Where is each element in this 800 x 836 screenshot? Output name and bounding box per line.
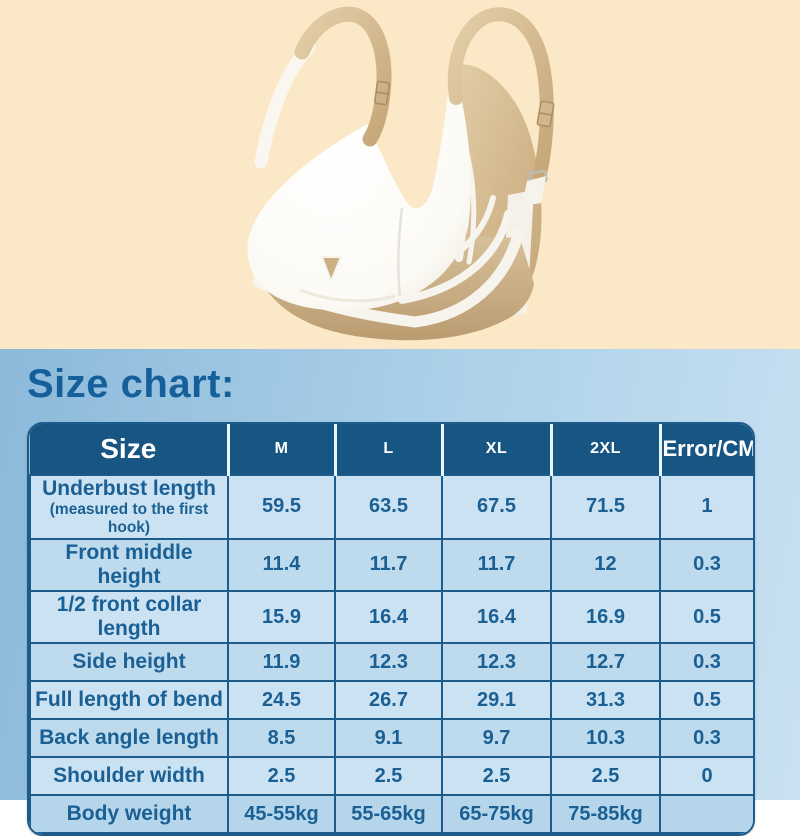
cell-value: 65-75kg — [441, 794, 552, 835]
row-label: Underbust length (measured to the first h… — [29, 474, 229, 540]
cell-value: 26.7 — [334, 680, 443, 721]
cell-value: 0.3 — [659, 642, 753, 683]
cell-value: 67.5 — [441, 474, 552, 540]
table-row-side-height: Side height 11.9 12.3 12.3 12.7 0.3 — [29, 642, 753, 683]
product-photo-section — [0, 0, 800, 349]
table-row-shoulder-width: Shoulder width 2.5 2.5 2.5 2.5 0 — [29, 756, 753, 797]
cell-value: 9.7 — [441, 718, 552, 759]
cell-value: 12.3 — [334, 642, 443, 683]
cell-value: 0.3 — [659, 537, 753, 593]
cell-value: 59.5 — [227, 474, 336, 540]
column-header-xl: XL — [440, 424, 551, 476]
column-header-l: L — [333, 424, 442, 476]
row-label: Shoulder width — [29, 756, 229, 797]
cell-value: 0.5 — [659, 590, 753, 645]
cell-value: 8.5 — [227, 718, 336, 759]
cell-value: 16.4 — [441, 590, 552, 645]
cell-value: 15.9 — [227, 590, 336, 645]
cell-value: 2.5 — [441, 756, 552, 797]
cell-value: 2.5 — [334, 756, 443, 797]
cell-value: 11.7 — [441, 537, 552, 593]
cell-value: 11.9 — [227, 642, 336, 683]
cell-value: 29.1 — [441, 680, 552, 721]
cell-value — [659, 794, 753, 835]
row-label: Back angle length — [29, 718, 229, 759]
column-header-m: M — [226, 424, 335, 476]
cell-value: 12 — [550, 537, 661, 593]
header-row: Size M L XL 2XL Error/CM — [30, 424, 753, 476]
column-header-size: Size — [30, 424, 228, 476]
row-label: 1/2 front collar length — [29, 590, 229, 645]
cell-value: 12.3 — [441, 642, 552, 683]
cell-value: 1 — [659, 474, 753, 540]
cell-value: 16.9 — [550, 590, 661, 645]
cell-value: 0.3 — [659, 718, 753, 759]
row-label: Full length of bend — [29, 680, 229, 721]
cell-value: 71.5 — [550, 474, 661, 540]
cell-value: 31.3 — [550, 680, 661, 721]
size-chart-table: Size M L XL 2XL Error/CM Underbust lengt… — [27, 422, 755, 836]
size-chart-section: Size chart: Size M L XL 2XL Error/CM — [0, 349, 800, 836]
cell-value: 0.5 — [659, 680, 753, 721]
cell-value: 63.5 — [334, 474, 443, 540]
cell-value: 2.5 — [550, 756, 661, 797]
row-label: Body weight — [29, 794, 229, 835]
table-row-body-weight: Body weight 45-55kg 55-65kg 65-75kg 75-8… — [29, 794, 753, 835]
cell-value: 75-85kg — [550, 794, 661, 835]
column-header-error: Error/CM — [658, 424, 753, 476]
bra-product-image — [247, 6, 555, 341]
cell-value: 11.4 — [227, 537, 336, 593]
cell-value: 45-55kg — [227, 794, 336, 835]
cell-value: 12.7 — [550, 642, 661, 683]
table-row-back-angle-length: Back angle length 8.5 9.1 9.7 10.3 0.3 — [29, 718, 753, 759]
table-row-underbust-length: Underbust length (measured to the first h… — [29, 474, 753, 540]
size-chart-title: Size chart: — [27, 362, 235, 406]
row-label: Side height — [29, 642, 229, 683]
table-row-full-length-of-bend: Full length of bend 24.5 26.7 29.1 31.3 … — [29, 680, 753, 721]
row-label: Front middle height — [29, 537, 229, 593]
table-row-half-front-collar-length: 1/2 front collar length 15.9 16.4 16.4 1… — [29, 590, 753, 645]
cell-value: 10.3 — [550, 718, 661, 759]
column-header-2xl: 2XL — [549, 424, 660, 476]
table-row-front-middle-height: Front middle height 11.4 11.7 11.7 12 0.… — [29, 537, 753, 593]
cell-value: 11.7 — [334, 537, 443, 593]
cell-value: 2.5 — [227, 756, 336, 797]
cell-value: 9.1 — [334, 718, 443, 759]
cell-value: 24.5 — [227, 680, 336, 721]
cell-value: 16.4 — [334, 590, 443, 645]
cell-value: 0 — [659, 756, 753, 797]
cell-value: 55-65kg — [334, 794, 443, 835]
